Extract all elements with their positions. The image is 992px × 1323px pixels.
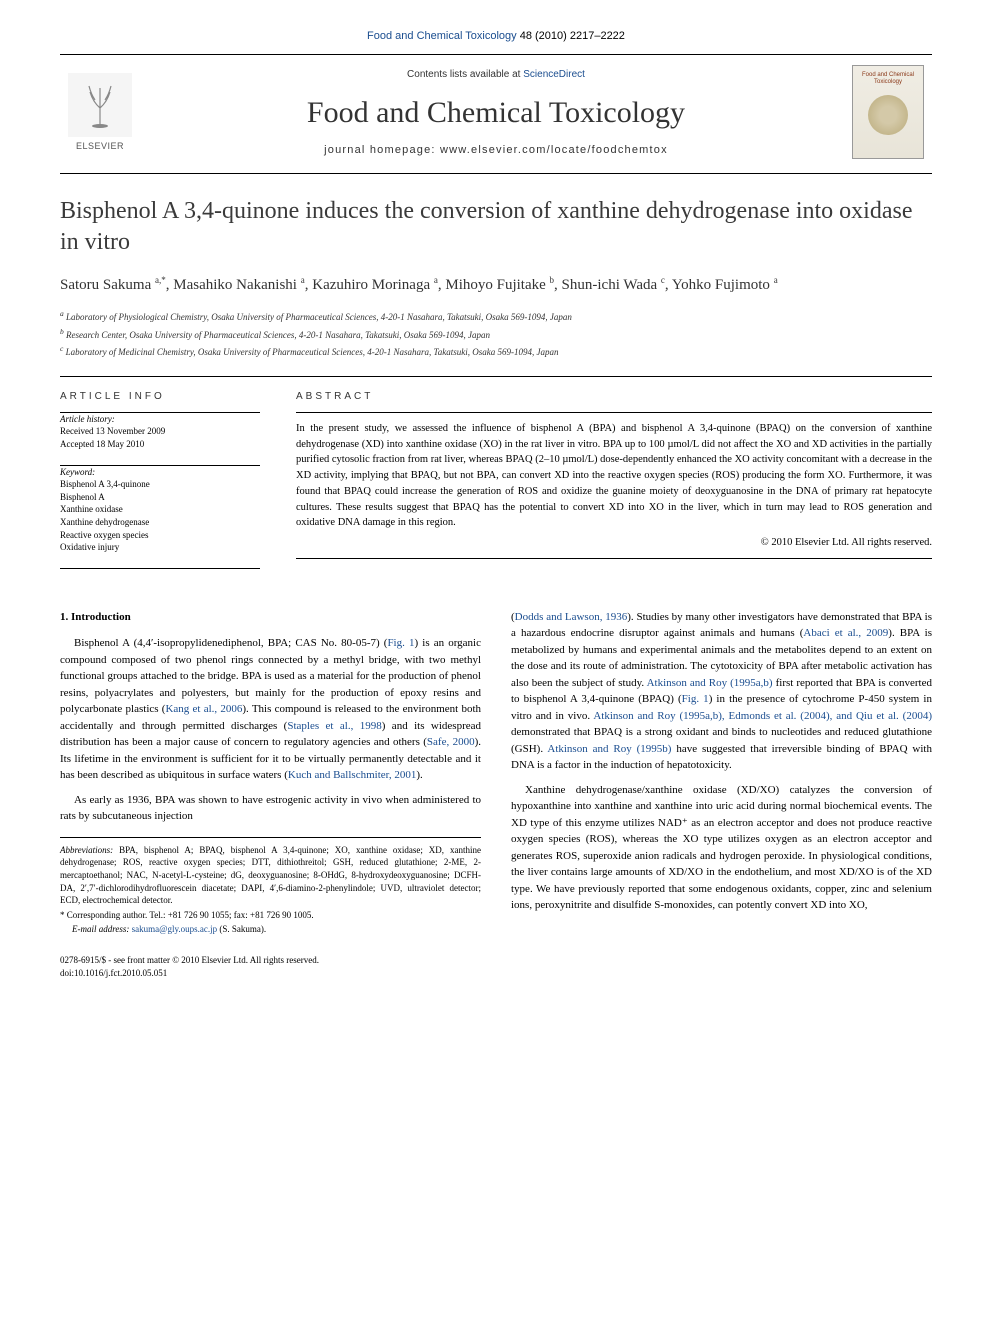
email-label: E-mail address: — [72, 924, 129, 934]
journal-name-link[interactable]: Food and Chemical Toxicology — [367, 30, 517, 42]
rule-above-info — [60, 376, 932, 377]
corr-label: * Corresponding author. — [60, 910, 147, 920]
keyword-item: Reactive oxygen species — [60, 529, 260, 542]
body-column-left: 1. Introduction Bisphenol A (4,4′-isopro… — [60, 609, 481, 979]
front-matter-block: 0278-6915/$ - see front matter © 2010 El… — [60, 954, 481, 979]
body-paragraph: As early as 1936, BPA was shown to have … — [60, 792, 481, 825]
keyword-item: Bisphenol A — [60, 491, 260, 504]
info-rule-3 — [60, 568, 260, 569]
body-paragraph: (Dodds and Lawson, 1936). Studies by man… — [511, 609, 932, 774]
affiliations-block: a Laboratory of Physiological Chemistry,… — [60, 308, 932, 360]
received-date: Received 13 November 2009 — [60, 425, 260, 438]
journal-cover-thumb: Food and Chemical Toxicology — [852, 65, 924, 159]
body-paragraph: Bisphenol A (4,4′-isopropylidenediphenol… — [60, 635, 481, 784]
journal-title: Food and Chemical Toxicology — [140, 96, 852, 130]
keywords-list: Bisphenol A 3,4-quinoneBisphenol AXanthi… — [60, 478, 260, 554]
affiliation-line: a Laboratory of Physiological Chemistry,… — [60, 308, 932, 325]
email-suffix: (S. Sakuma). — [219, 924, 266, 934]
article-title: Bisphenol A 3,4-quinone induces the conv… — [60, 196, 932, 258]
cover-thumb-title: Food and Chemical Toxicology — [853, 72, 923, 85]
keyword-item: Xanthine dehydrogenase — [60, 516, 260, 529]
authors-line: Satoru Sakuma a,*, Masahiko Nakanishi a,… — [60, 274, 932, 296]
abstract-copyright: © 2010 Elsevier Ltd. All rights reserved… — [296, 537, 932, 548]
affiliation-line: c Laboratory of Medicinal Chemistry, Osa… — [60, 343, 932, 360]
abstract-rule-bottom — [296, 558, 932, 559]
masthead: ELSEVIER Contents lists available at Sci… — [60, 55, 932, 174]
body-column-right: (Dodds and Lawson, 1936). Studies by man… — [511, 609, 932, 979]
elsevier-tree-icon — [68, 73, 132, 137]
masthead-center: Contents lists available at ScienceDirec… — [140, 69, 852, 156]
sciencedirect-link[interactable]: ScienceDirect — [523, 69, 585, 80]
abstract-rule-top — [296, 412, 932, 413]
intro-heading: 1. Introduction — [60, 609, 481, 626]
abstract-text: In the present study, we assessed the in… — [296, 421, 932, 531]
abstract-header: ABSTRACT — [296, 391, 932, 402]
corresponding-email-link[interactable]: sakuma@gly.oups.ac.jp — [132, 924, 217, 934]
info-abstract-row: ARTICLE INFO Article history: Received 1… — [60, 391, 932, 569]
abbreviations-footnote: Abbreviations: BPA, bisphenol A; BPAQ, b… — [60, 844, 481, 907]
cover-thumbnail-block: Food and Chemical Toxicology — [852, 65, 932, 159]
keyword-label: Keyword: — [60, 466, 260, 479]
history-label: Article history: — [60, 413, 260, 426]
email-footnote: E-mail address: sakuma@gly.oups.ac.jp (S… — [60, 923, 481, 936]
article-history-block: Article history: Received 13 November 20… — [60, 413, 260, 451]
abbrev-text: BPA, bisphenol A; BPAQ, bisphenol A 3,4-… — [60, 845, 481, 905]
body-paragraph: Xanthine dehydrogenase/xanthine oxidase … — [511, 782, 932, 914]
abstract-column: ABSTRACT In the present study, we assess… — [296, 391, 932, 569]
keyword-item: Bisphenol A 3,4-quinone — [60, 478, 260, 491]
front-matter-line: 0278-6915/$ - see front matter © 2010 El… — [60, 954, 481, 967]
volume-pages: 48 (2010) 2217–2222 — [520, 30, 625, 42]
keyword-item: Oxidative injury — [60, 541, 260, 554]
accepted-date: Accepted 18 May 2010 — [60, 438, 260, 451]
corr-text: Tel.: +81 726 90 1055; fax: +81 726 90 1… — [149, 910, 313, 920]
body-columns: 1. Introduction Bisphenol A (4,4′-isopro… — [60, 609, 932, 979]
contents-prefix: Contents lists available at — [407, 69, 520, 80]
publisher-label: ELSEVIER — [76, 141, 124, 151]
homepage-prefix: journal homepage: — [324, 144, 436, 156]
doi-line: doi:10.1016/j.fct.2010.05.051 — [60, 967, 481, 980]
journal-homepage-line: journal homepage: www.elsevier.com/locat… — [140, 144, 852, 156]
cover-thumb-art — [868, 95, 908, 135]
publisher-logo-block: ELSEVIER — [60, 73, 140, 151]
keywords-block: Keyword: Bisphenol A 3,4-quinoneBispheno… — [60, 466, 260, 554]
keyword-item: Xanthine oxidase — [60, 503, 260, 516]
article-info-header: ARTICLE INFO — [60, 391, 260, 402]
corresponding-author-footnote: * Corresponding author. Tel.: +81 726 90… — [60, 909, 481, 922]
footnotes-block: Abbreviations: BPA, bisphenol A; BPAQ, b… — [60, 837, 481, 936]
contents-available-line: Contents lists available at ScienceDirec… — [140, 69, 852, 80]
journal-citation-header: Food and Chemical Toxicology 48 (2010) 2… — [60, 30, 932, 42]
article-info-column: ARTICLE INFO Article history: Received 1… — [60, 391, 260, 569]
affiliation-line: b Research Center, Osaka University of P… — [60, 326, 932, 343]
abbrev-label: Abbreviations: — [60, 845, 113, 855]
homepage-url[interactable]: www.elsevier.com/locate/foodchemtox — [440, 144, 668, 156]
